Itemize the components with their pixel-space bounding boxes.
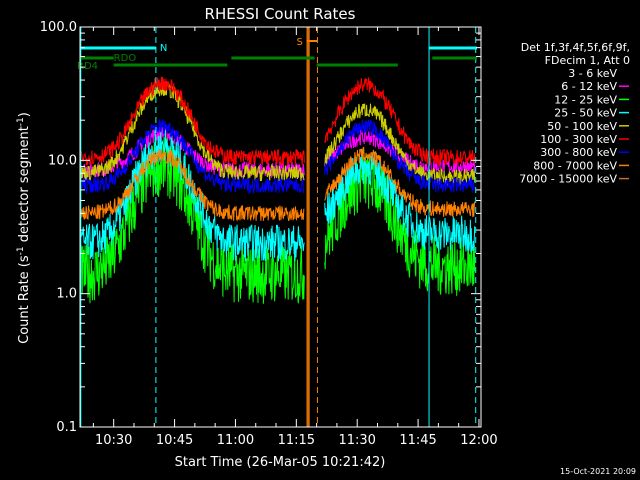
y-axis-label: Count Rate (s-1 detector segment-1): [16, 112, 32, 344]
legend-label: 300 - 800 keV: [540, 146, 617, 159]
series-line: [324, 146, 476, 218]
x-tick-label: 11:45: [399, 433, 436, 448]
saa-spike: [306, 27, 310, 427]
timestamp: 15-Oct-2021 20:09: [560, 467, 636, 476]
y-tick-label: 10.0: [48, 153, 77, 168]
series-line: [80, 148, 305, 222]
legend-label: 6 - 12 keV: [561, 80, 617, 93]
x-axis-label: Start Time (26-Mar-05 10:21:42): [175, 455, 386, 470]
rd4-label: RD4: [77, 61, 98, 72]
legend-label: 25 - 50 keV: [554, 107, 617, 120]
series-line: [80, 76, 305, 167]
series-line: [80, 119, 305, 195]
series-line: [80, 80, 305, 182]
legend-label: 100 - 300 keV: [540, 133, 617, 146]
series-line: [324, 119, 476, 194]
y-tick-label: 0.1: [56, 420, 77, 435]
series-line: [324, 154, 476, 296]
series-line: [80, 129, 305, 263]
series-lines: [80, 76, 476, 307]
saa-label: S: [296, 37, 302, 48]
y-tick-label: 1.0: [56, 287, 77, 302]
x-tick-label: 11:00: [217, 433, 254, 448]
x-tick-label: 10:45: [156, 433, 193, 448]
overlays: N S RDO RD4: [77, 27, 477, 427]
plot-frame: [79, 26, 482, 428]
legend-header-2: FDecim 1, Att 0: [545, 54, 630, 67]
chart-title: RHESSI Count Rates: [205, 5, 356, 23]
x-tick-label: 10:30: [95, 433, 132, 448]
legend-header-1: Det 1f,3f,4f,5f,6f,9f,: [521, 41, 630, 54]
legend-label: 800 - 7000 keV: [533, 159, 617, 172]
legend-label: 50 - 100 keV: [547, 120, 617, 133]
legend-label: 7000 - 15000 keV: [519, 173, 617, 186]
series-line: [324, 103, 476, 186]
series-line: [80, 136, 305, 304]
x-tick-label: 11:15: [278, 433, 315, 448]
x-tick-label: 12:00: [460, 433, 497, 448]
series-line: [324, 77, 476, 166]
x-tick-label: 11:30: [338, 433, 375, 448]
series-line: [324, 148, 476, 253]
legend-label: 3 - 6 keV: [568, 67, 617, 80]
axes: 10:30 10:45 11:00 11:15 11:30 11:45 12:00 0.1 1.…: [40, 20, 498, 448]
y-tick-label: 100.0: [40, 20, 77, 35]
legend-label: 12 - 25 keV: [554, 93, 617, 106]
legend: Det 1f,3f,4f,5f,6f,9f, FDecim 1, Att 0 3…: [519, 41, 630, 186]
rdo-label: RDO: [114, 53, 137, 64]
night-label: N: [160, 43, 167, 54]
